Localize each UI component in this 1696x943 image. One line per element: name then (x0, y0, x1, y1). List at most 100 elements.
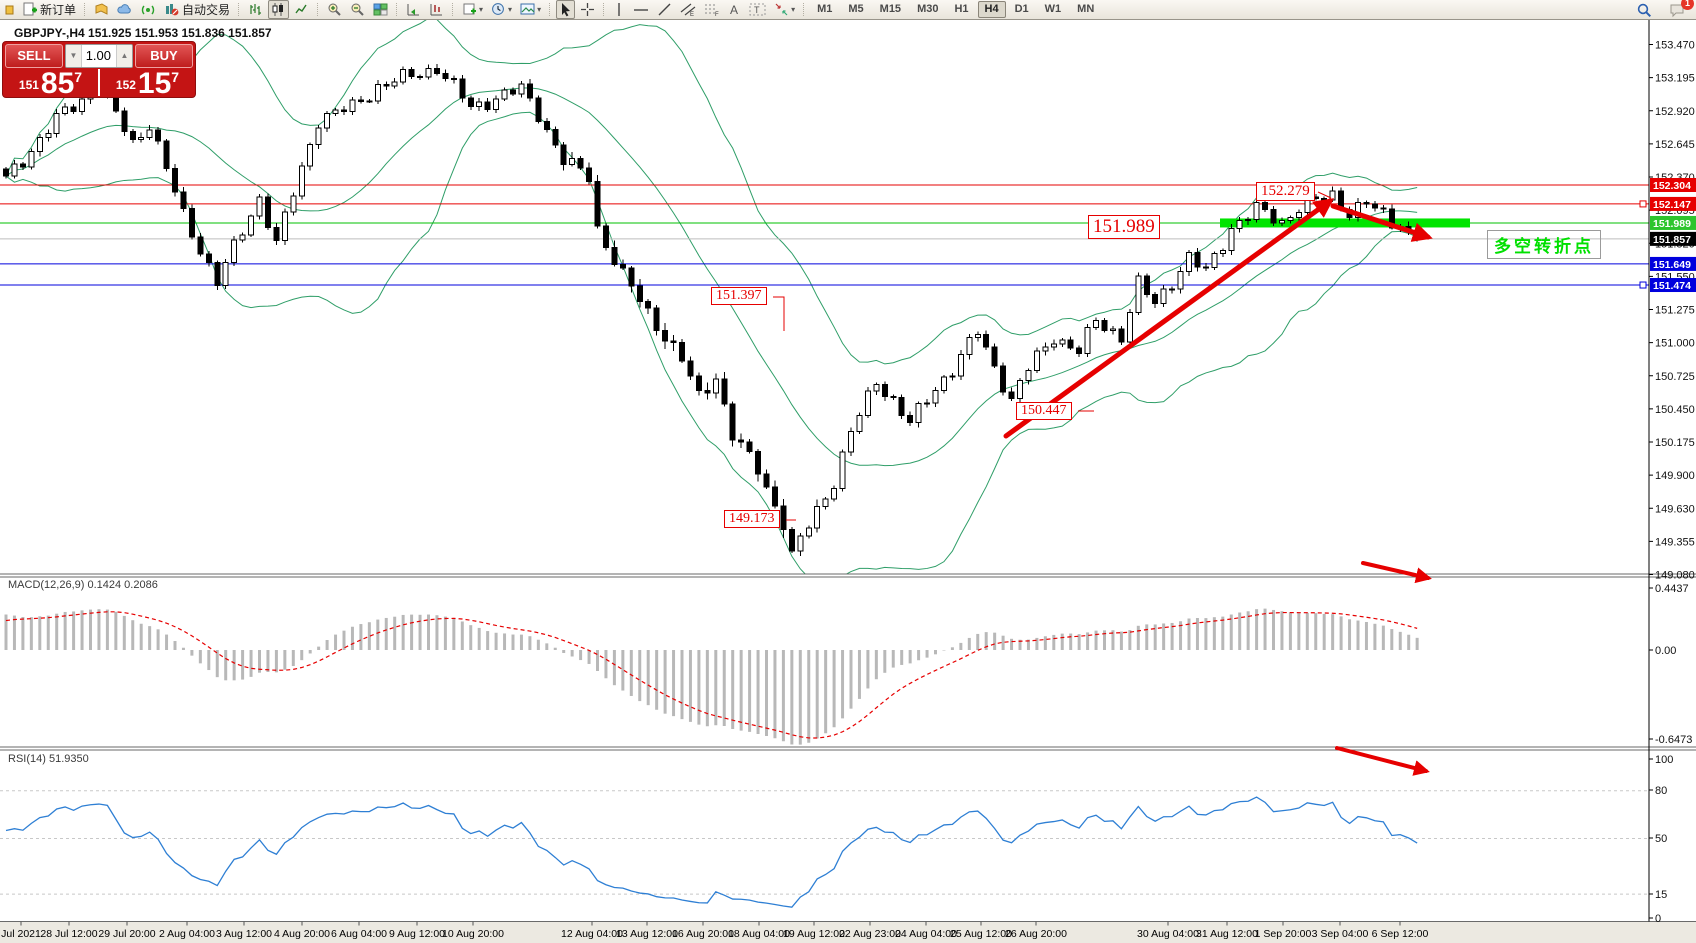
price-tick-label: 150.450 (1655, 404, 1695, 416)
history-center-button[interactable] (91, 0, 112, 19)
line-handle[interactable] (1639, 281, 1647, 289)
rsi-label: RSI(14) 51.9350 (8, 753, 89, 765)
price-tick-label: 151.000 (1655, 338, 1695, 350)
price-tick-label: 153.195 (1655, 73, 1695, 85)
template-image-icon (520, 3, 535, 15)
timeframe-M1[interactable]: M1 (817, 3, 833, 15)
volume-down-button[interactable]: ▼ (66, 45, 82, 67)
indicators-button[interactable]: ▾ (459, 0, 486, 19)
tile-windows-button[interactable] (370, 0, 391, 19)
cloud-button[interactable] (114, 0, 136, 19)
note-box[interactable]: 多空转折点 (1487, 230, 1601, 259)
timeframe-M15[interactable]: M15 (879, 3, 902, 15)
price-annotation[interactable]: 151.397 (711, 287, 767, 306)
line-chart-icon (295, 4, 307, 14)
price-annotation[interactable]: 151.989 (1088, 215, 1160, 239)
price-tick-label: 153.470 (1655, 40, 1695, 52)
time-tick-label: 9 Aug 12:00 (389, 928, 445, 940)
timeframe-W1[interactable]: W1 (1044, 3, 1062, 15)
trend-arrow[interactable] (1361, 561, 1432, 584)
horizontal-line-button[interactable] (630, 0, 652, 19)
line-chart-button[interactable] (291, 0, 312, 19)
fibonacci-icon: F (705, 4, 719, 17)
price-tag (1650, 278, 1696, 293)
price-tick-label: 151.275 (1655, 305, 1695, 317)
indicators-icon (463, 3, 477, 15)
text-button[interactable]: A (725, 0, 744, 19)
timeframe-H4[interactable]: H4 (977, 1, 1006, 18)
time-tick-label: 10 Aug 20:00 (442, 928, 504, 940)
trend-arrow[interactable] (1003, 198, 1335, 439)
rsi-tick-label: 50 (1655, 833, 1667, 845)
zoom-out-icon (351, 3, 364, 16)
dropdown-caret: ▾ (508, 5, 513, 14)
zoom-out-button[interactable] (347, 0, 368, 19)
time-tick-label: 25 Aug 12:00 (950, 928, 1012, 940)
price-tag-label: 151.474 (1653, 280, 1691, 292)
search-icon (1637, 3, 1652, 17)
chart-shift-button[interactable] (426, 0, 447, 19)
shapes-button[interactable]: ▾ (771, 0, 798, 19)
text-a-icon: A (730, 3, 738, 17)
search-button[interactable] (1633, 0, 1655, 19)
time-tick-label: 26 Aug 20:00 (1005, 928, 1067, 940)
trendline-button[interactable] (654, 0, 675, 19)
vertical-line-icon (618, 3, 620, 16)
price-annotation[interactable]: 149.173 (724, 510, 780, 529)
sell-button[interactable]: SELL (5, 44, 63, 68)
price-tag (1650, 215, 1696, 230)
buy-price-small: 152 (115, 78, 136, 92)
channel-button[interactable]: E (677, 0, 699, 19)
bar-chart-icon (250, 4, 262, 15)
time-tick-label: 6 Sep 12:00 (1372, 928, 1429, 940)
sell-price[interactable]: 151 85 7 (3, 67, 98, 100)
time-tick-label: 3 Sep 04:00 (1312, 928, 1369, 940)
buy-button[interactable]: BUY (135, 44, 193, 68)
clock-icon (492, 3, 504, 15)
periods-button[interactable]: ▾ (488, 0, 515, 19)
horizontal-lines[interactable] (0, 184, 1649, 289)
templates-button[interactable]: ▾ (517, 0, 544, 19)
chat-button[interactable]: 1 (1666, 0, 1694, 19)
chart-forward-icon (407, 4, 420, 16)
timeframe-M30[interactable]: M30 (917, 3, 939, 15)
drawings[interactable] (773, 191, 1433, 776)
time-tick-label: 16 Aug 20:00 (672, 928, 734, 940)
chart-forward-button[interactable] (403, 0, 424, 19)
trend-arrow[interactable] (1335, 746, 1430, 776)
highlight-band[interactable] (1220, 218, 1470, 228)
volume-up-button[interactable]: ▲ (116, 45, 132, 67)
sell-price-big: 85 (40, 67, 75, 100)
volume-value[interactable]: 1.00 (85, 48, 111, 63)
line-handle[interactable] (1639, 200, 1647, 208)
svg-text:E: E (690, 12, 694, 17)
macd-tick-label: 0.4437 (1655, 583, 1689, 595)
price-annotation[interactable]: 152.279 (1256, 182, 1315, 202)
price-tick-label: 150.175 (1655, 437, 1695, 449)
rsi-pane (0, 790, 1649, 908)
time-tick-label: 30 Aug 04:00 (1137, 928, 1199, 940)
timeframe-M5[interactable]: M5 (848, 3, 864, 15)
svg-text:F: F (715, 12, 719, 17)
price-annotation[interactable]: 150.447 (1016, 402, 1072, 421)
cursor-button[interactable] (556, 0, 576, 19)
bar-chart-button[interactable] (245, 0, 266, 19)
trend-arrow[interactable] (1330, 203, 1433, 242)
signals-button[interactable] (138, 0, 159, 19)
zoom-in-button[interactable] (324, 0, 345, 19)
timeframe-H1[interactable]: H1 (954, 3, 969, 15)
time-tick-label: 31 Aug 12:00 (1196, 928, 1258, 940)
timeframe-buttons: M1 M5 M15 M30 H1 H4 D1 W1 MN (809, 1, 1102, 18)
text-label-button[interactable]: T (746, 0, 769, 19)
crosshair-button[interactable] (577, 0, 598, 19)
price-tick-label: 150.725 (1655, 371, 1695, 383)
buy-price[interactable]: 152 15 7 (98, 69, 195, 99)
timeframe-MN[interactable]: MN (1077, 3, 1095, 15)
candlestick-chart-button[interactable] (268, 0, 290, 19)
fibonacci-button[interactable]: F (701, 0, 723, 19)
autotrading-button[interactable]: 自动交易 (161, 0, 233, 19)
rsi-tick-label: 100 (1655, 754, 1673, 766)
timeframe-D1[interactable]: D1 (1014, 3, 1029, 15)
vertical-line-button[interactable] (610, 0, 628, 19)
new-order-button[interactable]: 新订单 (19, 0, 79, 19)
